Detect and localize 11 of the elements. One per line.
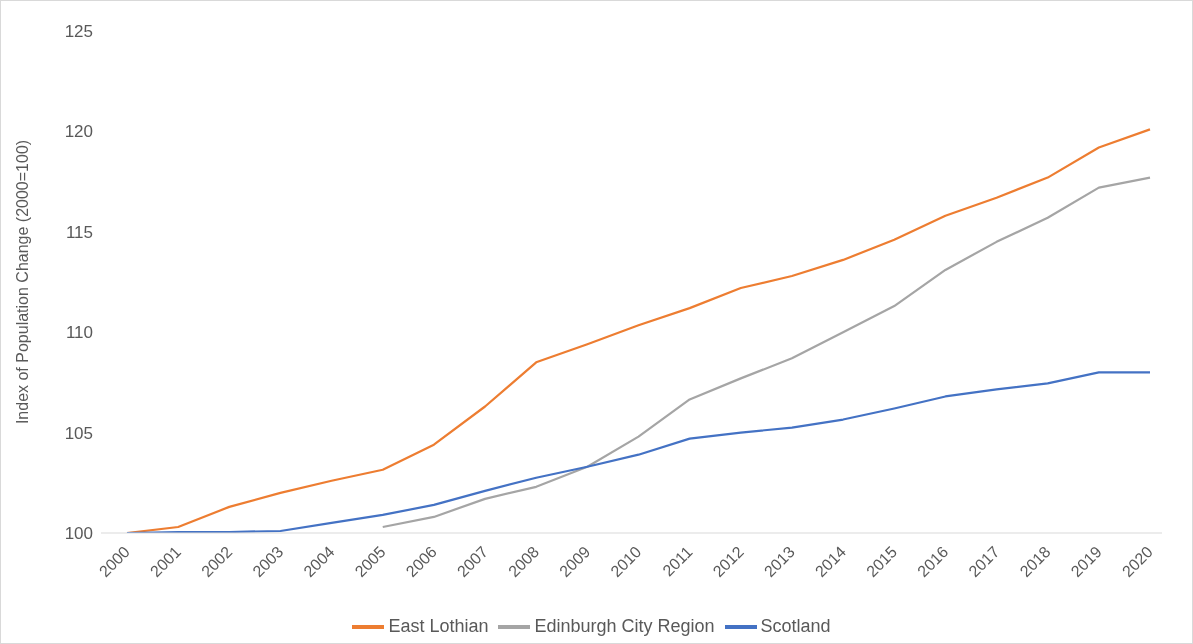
legend-label: East Lothian xyxy=(388,615,489,636)
legend-label: Edinburgh City Region xyxy=(534,615,715,636)
line-series xyxy=(381,176,1152,529)
y-tick-label: 125 xyxy=(64,22,93,42)
y-tick-label: 105 xyxy=(64,423,93,443)
y-tick-label: 100 xyxy=(64,524,93,544)
y-tick-label: 115 xyxy=(65,222,93,242)
y-axis-title: Index of Population Change (2000=100) xyxy=(13,139,31,425)
legend-label: Scotland xyxy=(760,615,831,636)
y-tick-label: 120 xyxy=(64,122,93,142)
y-tick-label: 110 xyxy=(65,323,93,343)
